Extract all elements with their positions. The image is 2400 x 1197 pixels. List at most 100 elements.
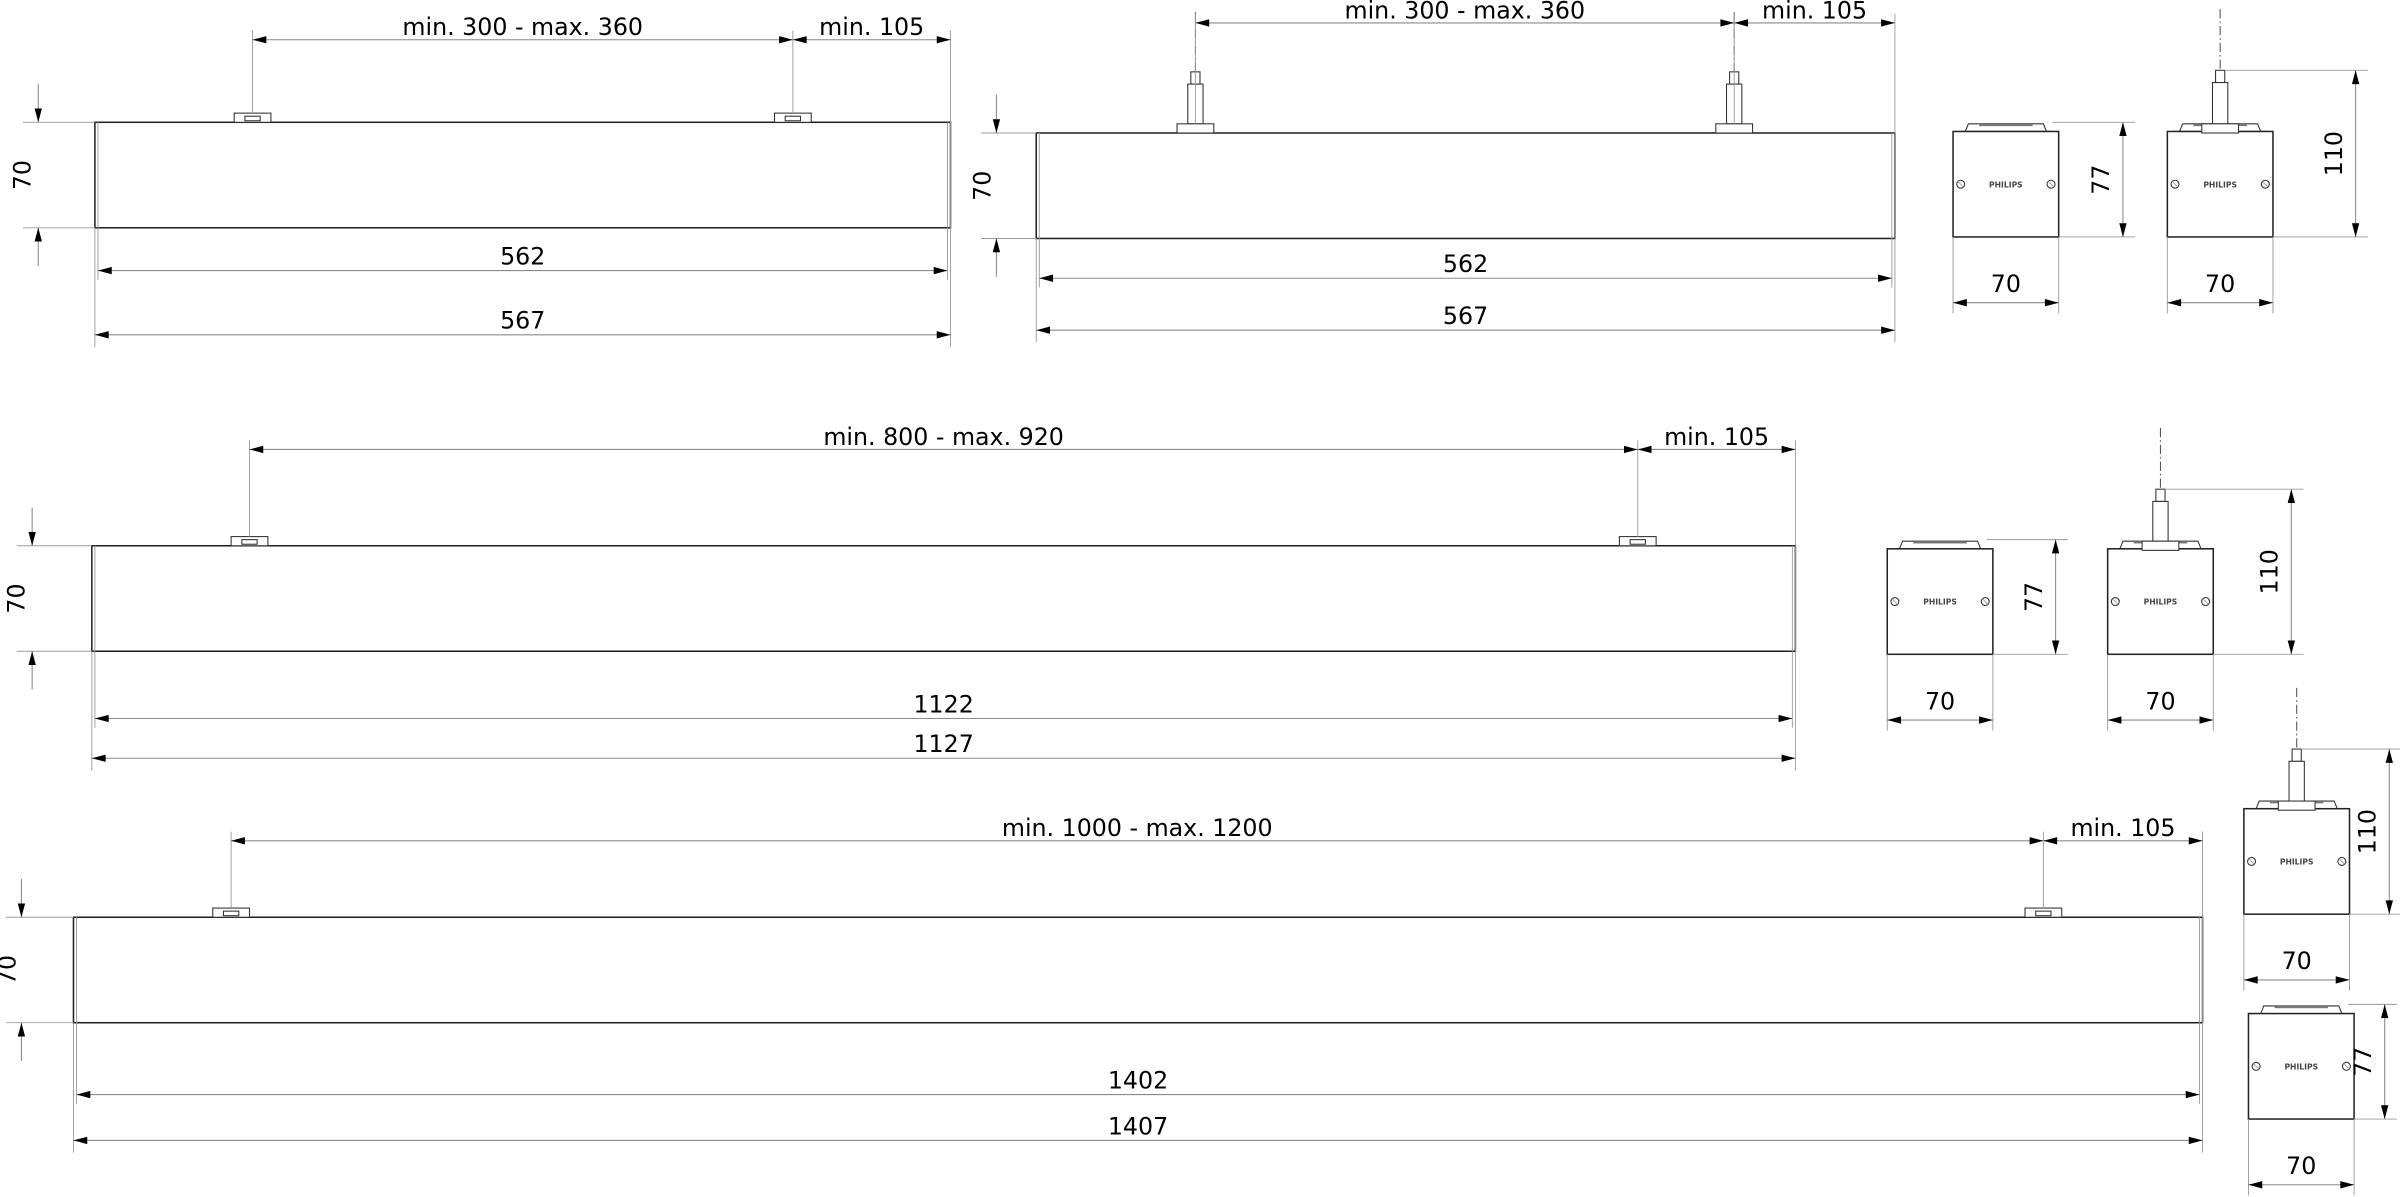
pendant-base	[2141, 540, 2180, 551]
arrowhead	[1878, 274, 1892, 282]
screw-slot	[2047, 181, 2055, 188]
arrowhead	[2259, 299, 2273, 307]
end-cap	[2166, 130, 2274, 238]
arrowhead	[76, 1090, 91, 1099]
inner-length-label: 562	[1443, 250, 1488, 278]
arrowhead	[34, 108, 42, 123]
width-label: 70	[2286, 1152, 2316, 1180]
luminaire-front-view: min. 1000 - max. 1200 min. 105 70 1402 1407	[0, 814, 2204, 1153]
screw-slot	[2343, 1063, 2350, 1070]
suspended-height-label: 110	[2353, 809, 2381, 854]
width-label: 70	[2282, 947, 2312, 975]
end-cap	[2247, 1012, 2355, 1120]
suspension-spacing-label: min. 800 - max. 920	[823, 423, 1064, 451]
clip-slot	[222, 910, 240, 917]
luminaire-front-view: min. 800 - max. 920 min. 105 70 1122 1127	[2, 423, 1797, 771]
philips-logo: PHILIPS	[2280, 858, 2314, 867]
luminaire-front-view: min. 300 - max. 360 min. 105 70 562 567	[9, 13, 952, 348]
arrowhead	[252, 36, 267, 44]
screw-slot	[1982, 598, 1989, 605]
height-label: 70	[9, 160, 37, 190]
pendant-base	[1715, 123, 1754, 134]
screw-slot	[2202, 598, 2209, 605]
luminaire-side-view: PHILIPS 110 70	[2106, 428, 2304, 731]
arrowhead	[2167, 299, 2182, 307]
screw-slot	[2262, 181, 2269, 188]
arrowhead	[2051, 539, 2060, 554]
arrowhead	[2351, 223, 2360, 237]
arrowhead	[2287, 489, 2295, 503]
end-distance-label: min. 105	[1664, 423, 1769, 451]
arrowhead	[231, 837, 245, 845]
luminaire-side-view: PHILIPS 77 70	[1952, 121, 2136, 314]
luminaire-front-view: min. 300 - max. 360 min. 105 70 562 567	[968, 0, 1896, 343]
screw-slot	[1957, 181, 1964, 188]
philips-logo: PHILIPS	[1989, 180, 2023, 189]
arrowhead	[2381, 1105, 2389, 1120]
pendant-body	[2288, 760, 2305, 802]
clip-slot	[2035, 910, 2052, 917]
screw-slot	[1891, 598, 1898, 605]
arrowhead	[1195, 19, 1210, 27]
arrowhead	[1881, 326, 1895, 334]
suspension-spacing-label: min. 300 - max. 360	[402, 13, 643, 41]
arrowhead	[1039, 274, 1054, 282]
arrowhead	[1781, 754, 1796, 762]
suspension-spacing-label: min. 1000 - max. 1200	[1002, 814, 1273, 842]
arrowhead	[2188, 837, 2203, 845]
philips-logo: PHILIPS	[1923, 598, 1957, 607]
arrowhead	[779, 36, 793, 44]
height-label: 77	[2020, 582, 2048, 612]
arrowhead	[2185, 1090, 2200, 1099]
end-distance-label: min. 105	[819, 13, 924, 41]
arrowhead	[2051, 640, 2060, 655]
inner-length-label: 1122	[913, 690, 973, 718]
inner-length-label: 1402	[1108, 1066, 1168, 1094]
arrowhead	[2340, 1181, 2355, 1189]
pendant-cap	[2291, 748, 2302, 762]
arrowhead	[2029, 837, 2044, 845]
clip-slot	[1629, 539, 1646, 545]
arrowhead	[1036, 326, 1050, 334]
length-label: 567	[1443, 302, 1488, 330]
arrowhead	[1979, 716, 1993, 724]
arrowhead	[28, 651, 36, 665]
luminaire-body	[94, 121, 952, 229]
arrowhead	[992, 238, 1001, 253]
arrowhead	[94, 331, 109, 339]
end-distance-label: min. 105	[1762, 0, 1867, 24]
arrowhead	[1720, 19, 1735, 27]
screw-slot	[2112, 598, 2119, 605]
arrowhead	[97, 266, 112, 275]
philips-logo: PHILIPS	[2144, 598, 2178, 607]
arrowhead	[2248, 1181, 2263, 1189]
height-label: 77	[2349, 1047, 2377, 1077]
arrowhead	[792, 36, 807, 44]
pendant-body	[2152, 500, 2169, 542]
arrowhead	[936, 331, 951, 339]
inner-length-label: 562	[500, 242, 545, 270]
arrowhead	[73, 1136, 88, 1145]
arrowhead	[2043, 837, 2058, 845]
clip-slot	[784, 115, 802, 122]
arrowhead	[1953, 299, 1967, 307]
height-label: 70	[968, 171, 996, 201]
arrowhead	[2335, 976, 2350, 984]
screw-slot	[2338, 858, 2345, 865]
suspended-height-label: 110	[2320, 131, 2348, 176]
arrowhead	[933, 266, 948, 275]
arrowhead	[2199, 716, 2214, 724]
arrowhead	[1734, 19, 1748, 27]
length-label: 1407	[1108, 1112, 1168, 1140]
arrowhead	[1781, 445, 1796, 454]
width-label: 70	[2205, 270, 2235, 298]
screw-slot	[2248, 858, 2255, 865]
end-cap	[1952, 130, 2060, 238]
end-distance-label: min. 105	[2070, 814, 2175, 842]
arrowhead	[1623, 445, 1638, 454]
pendant-cap	[2215, 69, 2226, 84]
luminaire-side-view: PHILIPS 110 70	[2243, 687, 2400, 991]
luminaire-body	[1035, 132, 1896, 240]
luminaire-side-view: PHILIPS 77 70	[1886, 539, 2068, 731]
